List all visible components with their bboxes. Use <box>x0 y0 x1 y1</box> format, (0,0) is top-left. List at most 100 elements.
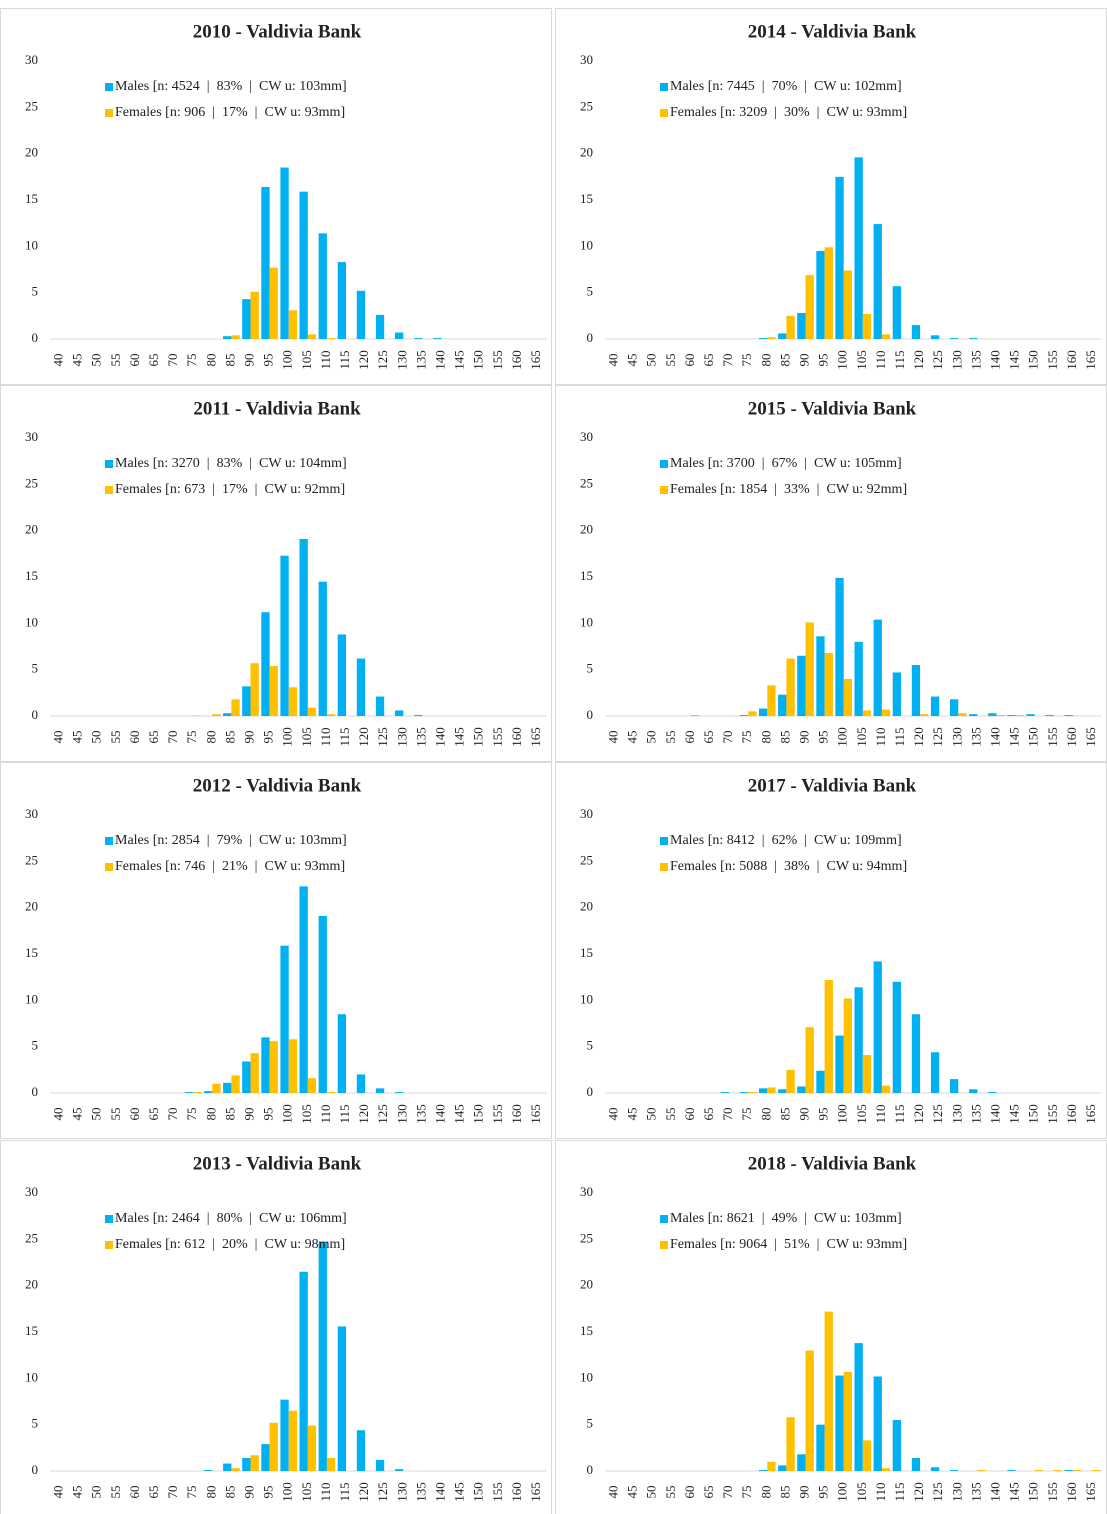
bar <box>1026 714 1035 716</box>
bar <box>805 275 814 339</box>
bar <box>778 1089 787 1093</box>
bar <box>337 1326 346 1471</box>
x-tick-label: 130 <box>949 1482 964 1502</box>
x-tick-label: 40 <box>606 731 621 744</box>
x-tick-label: 40 <box>51 1486 66 1499</box>
x-tick-label: 65 <box>146 354 161 367</box>
chart-title: 2015 - Valdivia Bank <box>748 398 917 419</box>
bar <box>873 961 882 1093</box>
y-tick-label: 25 <box>25 1230 38 1245</box>
bar <box>261 1444 270 1471</box>
bar <box>739 1092 749 1093</box>
y-tick-label: 5 <box>587 1416 594 1431</box>
panel-border <box>0 1140 552 1514</box>
bar <box>299 886 308 1093</box>
bar <box>288 1410 297 1471</box>
y-tick-label: 15 <box>580 1323 593 1338</box>
x-tick-label: 70 <box>165 731 180 744</box>
legend-swatch <box>660 837 668 845</box>
x-tick-label: 85 <box>222 1108 237 1121</box>
bar <box>816 1070 825 1093</box>
x-tick-label: 130 <box>949 350 964 370</box>
x-tick-label: 105 <box>299 1104 314 1124</box>
x-tick-label: 155 <box>490 727 505 747</box>
x-tick-label: 95 <box>261 1108 276 1121</box>
legend-swatch <box>105 837 113 845</box>
x-tick-label: 145 <box>1007 1104 1022 1124</box>
x-tick-label: 120 <box>911 1104 926 1124</box>
bar <box>250 1455 259 1471</box>
x-tick-label: 105 <box>299 1482 314 1502</box>
x-tick-label: 125 <box>375 350 390 370</box>
x-tick-label: 60 <box>127 731 142 744</box>
x-tick-label: 60 <box>682 1108 697 1121</box>
legend-swatch <box>660 83 668 91</box>
x-tick-label: 115 <box>337 350 352 369</box>
bar <box>356 1430 366 1471</box>
legend-swatch <box>660 460 668 468</box>
x-tick-label: 85 <box>222 354 237 367</box>
x-tick-label: 40 <box>51 354 66 367</box>
bar <box>805 1027 814 1093</box>
legend-swatch <box>105 486 113 494</box>
bar <box>307 1078 317 1093</box>
x-tick-label: 135 <box>413 350 428 370</box>
x-tick-label: 140 <box>988 727 1003 747</box>
bar <box>326 1458 336 1471</box>
legend-label: Males [n: 3270 | 83% | CW u: 104mm] <box>115 456 347 471</box>
bar <box>881 334 891 339</box>
bar <box>892 1420 901 1471</box>
bar <box>1034 1470 1043 1471</box>
bar <box>337 1014 346 1093</box>
bar <box>950 338 959 339</box>
bar <box>1007 715 1016 716</box>
x-tick-label: 40 <box>606 1108 621 1121</box>
y-tick-label: 30 <box>25 429 38 444</box>
x-tick-label: 55 <box>663 1108 678 1121</box>
bar <box>759 1470 768 1471</box>
x-tick-label: 100 <box>835 350 850 370</box>
x-tick-label: 120 <box>911 350 926 370</box>
bar <box>1072 1470 1082 1471</box>
bar <box>242 1061 251 1093</box>
x-tick-label: 160 <box>509 350 524 370</box>
x-tick-label: 155 <box>490 350 505 370</box>
bar <box>1007 1470 1016 1471</box>
bar <box>778 694 787 716</box>
bar <box>767 685 776 716</box>
chart-panel: 2010 - Valdivia Bank 0 5 10 15 20 25 30 40 45 50 55… <box>0 8 552 385</box>
bar <box>356 658 366 716</box>
x-tick-label: 165 <box>1083 1482 1098 1502</box>
legend-swatch <box>660 863 668 871</box>
bar <box>223 1082 232 1093</box>
x-tick-label: 165 <box>528 1482 543 1502</box>
x-tick-label: 80 <box>758 1486 773 1499</box>
legend-label: Females [n: 612 | 20% | CW u: 98mm] <box>115 1237 345 1252</box>
legend-swatch <box>660 109 668 117</box>
bar <box>805 1350 814 1471</box>
y-tick-label: 15 <box>580 945 593 960</box>
chart-title: 2011 - Valdivia Bank <box>193 398 361 419</box>
x-tick-label: 80 <box>203 731 218 744</box>
x-tick-label: 85 <box>777 354 792 367</box>
legend-label: Males [n: 4524 | 83% | CW u: 103mm] <box>115 79 347 94</box>
bar <box>242 299 251 339</box>
x-tick-label: 55 <box>108 731 123 744</box>
bar <box>299 539 308 716</box>
x-tick-label: 90 <box>797 1486 812 1499</box>
bar <box>414 338 423 339</box>
bar <box>958 713 967 716</box>
x-tick-label: 50 <box>89 1108 104 1121</box>
bar <box>326 714 336 716</box>
x-tick-label: 80 <box>758 731 773 744</box>
chart-panel: 2012 - Valdivia Bank 0 5 10 15 20 25 30 40 45 50 55… <box>0 762 552 1139</box>
bar <box>854 987 863 1093</box>
x-tick-label: 45 <box>625 731 640 744</box>
x-tick-label: 45 <box>70 1108 85 1121</box>
x-tick-label: 60 <box>127 1108 142 1121</box>
y-tick-label: 0 <box>32 1084 39 1099</box>
x-tick-label: 130 <box>394 1482 409 1502</box>
bar <box>786 658 795 716</box>
bar <box>824 247 833 339</box>
x-tick-label: 40 <box>606 1486 621 1499</box>
